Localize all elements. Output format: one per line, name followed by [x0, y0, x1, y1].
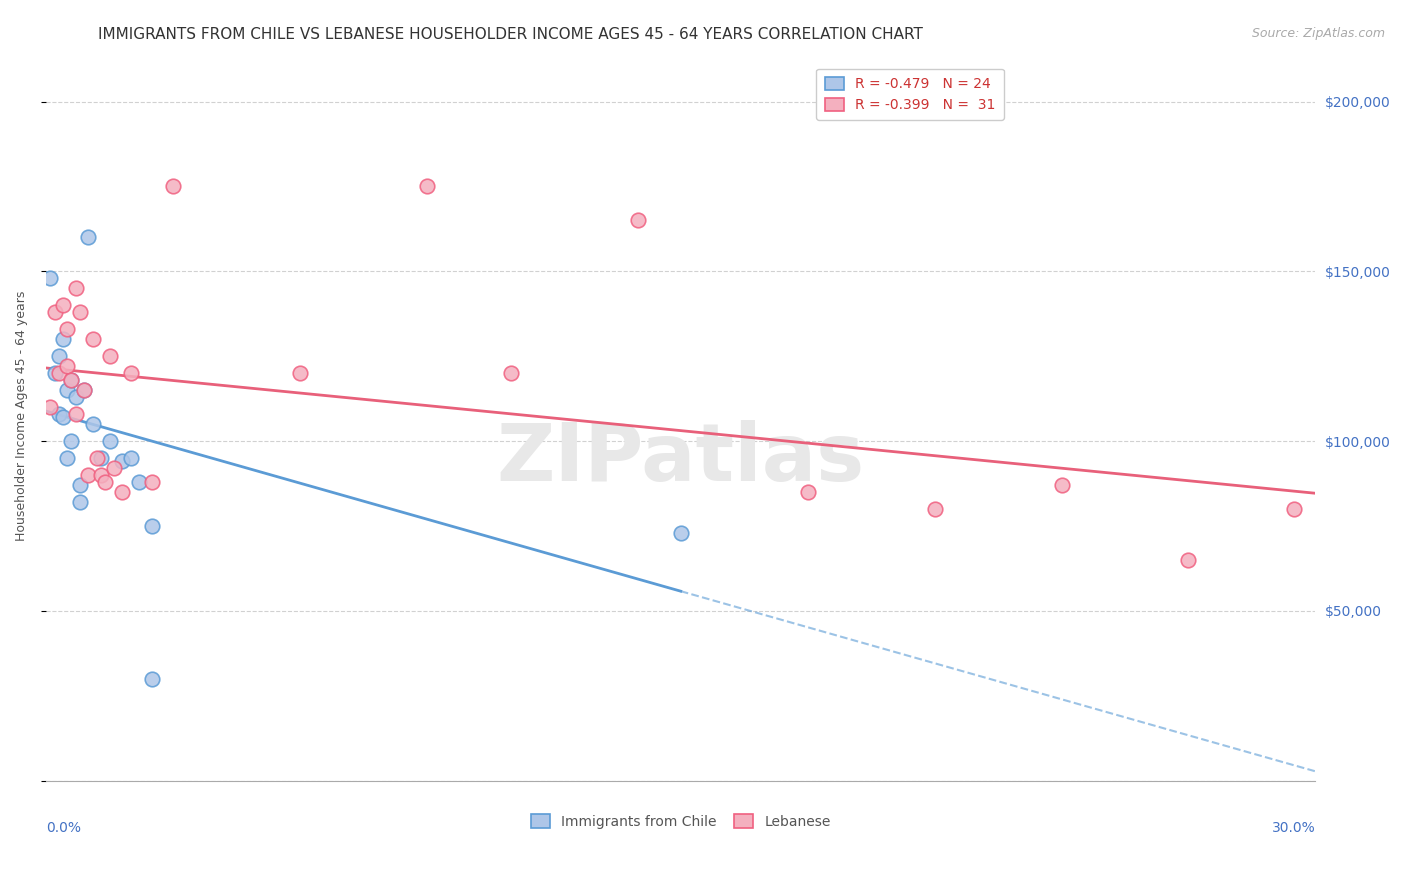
- Point: [94, 475, 117, 489]
- Text: ZIPatlas: ZIPatlas: [496, 420, 865, 499]
- Point: [60, 373, 83, 387]
- Point: [48, 407, 70, 421]
- Text: Source: ZipAtlas.com: Source: ZipAtlas.com: [1251, 27, 1385, 40]
- Point: [56, 383, 79, 397]
- Point: [288, 366, 311, 380]
- Point: [65, 407, 87, 421]
- Point: [56, 451, 79, 466]
- Point: [69, 478, 91, 492]
- Y-axis label: Householder Income Ages 45 - 64 years: Householder Income Ages 45 - 64 years: [15, 291, 28, 541]
- Point: [60, 373, 83, 387]
- Point: [141, 672, 163, 686]
- Point: [69, 305, 91, 319]
- Point: [111, 485, 134, 500]
- Point: [98, 349, 121, 363]
- Point: [48, 366, 70, 380]
- Point: [48, 349, 70, 363]
- Text: IMMIGRANTS FROM CHILE VS LEBANESE HOUSEHOLDER INCOME AGES 45 - 64 YEARS CORRELAT: IMMIGRANTS FROM CHILE VS LEBANESE HOUSEH…: [98, 27, 924, 42]
- Text: 0.0%: 0.0%: [46, 821, 82, 835]
- Text: 30.0%: 30.0%: [1271, 821, 1316, 835]
- Point: [82, 417, 104, 431]
- Point: [69, 495, 91, 509]
- Point: [52, 332, 75, 346]
- Point: [44, 366, 66, 380]
- Point: [44, 305, 66, 319]
- Point: [669, 525, 692, 540]
- Point: [90, 468, 112, 483]
- Point: [39, 271, 62, 285]
- Point: [52, 298, 75, 312]
- Point: [128, 475, 150, 489]
- Point: [56, 359, 79, 374]
- Point: [90, 451, 112, 466]
- Point: [1284, 502, 1306, 516]
- Point: [120, 451, 142, 466]
- Point: [65, 390, 87, 404]
- Point: [77, 230, 100, 244]
- Point: [162, 179, 184, 194]
- Point: [120, 366, 142, 380]
- Point: [77, 468, 100, 483]
- Point: [103, 461, 125, 475]
- Point: [73, 383, 96, 397]
- Point: [111, 454, 134, 468]
- Point: [141, 519, 163, 533]
- Point: [52, 410, 75, 425]
- Point: [98, 434, 121, 449]
- Point: [1177, 553, 1199, 567]
- Point: [924, 502, 946, 516]
- Point: [60, 434, 83, 449]
- Point: [65, 281, 87, 295]
- Legend: Immigrants from Chile, Lebanese: Immigrants from Chile, Lebanese: [524, 807, 838, 836]
- Point: [1050, 478, 1073, 492]
- Point: [56, 322, 79, 336]
- Point: [501, 366, 523, 380]
- Point: [627, 213, 650, 227]
- Point: [86, 451, 108, 466]
- Point: [82, 332, 104, 346]
- Point: [141, 475, 163, 489]
- Point: [73, 383, 96, 397]
- Point: [416, 179, 439, 194]
- Point: [796, 485, 818, 500]
- Point: [39, 400, 62, 414]
